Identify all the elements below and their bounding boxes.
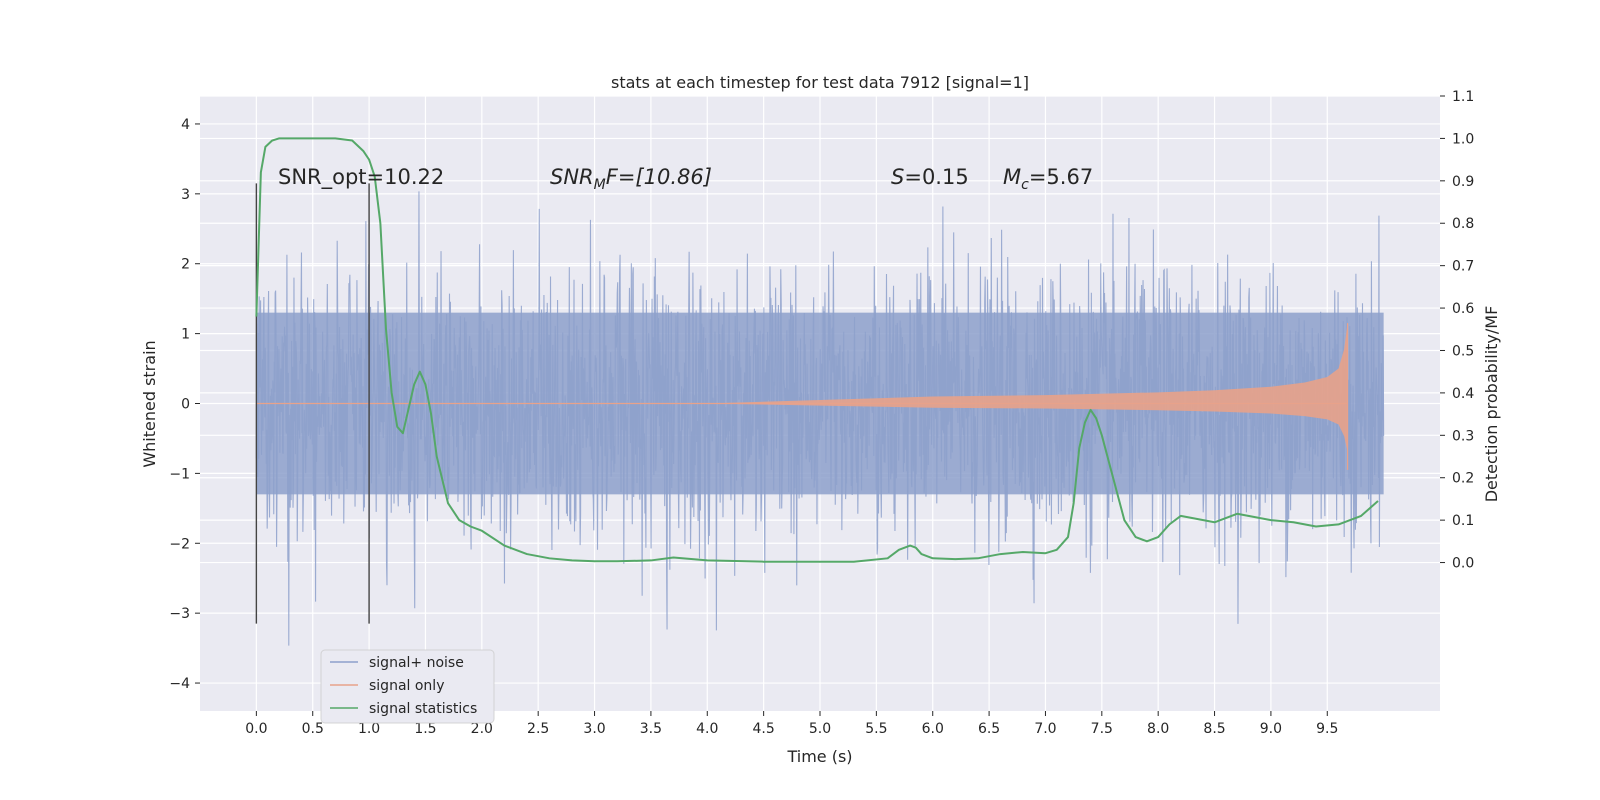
mc-base: M xyxy=(1003,165,1021,189)
legend-label-signal-only: signal only xyxy=(369,678,444,694)
y-right-tick-label-9: 0.2 xyxy=(1452,471,1474,487)
y-right-tick-label-2: 0.9 xyxy=(1452,174,1474,190)
x-tick-label-15: 7.5 xyxy=(1091,721,1113,737)
s-base: S xyxy=(891,165,904,189)
y-tick-label-4: 0 xyxy=(181,397,190,413)
x-tick-label-0: 0.0 xyxy=(245,721,267,737)
y-right-tick-label-10: 0.1 xyxy=(1452,513,1474,529)
snr-mf-sub: M xyxy=(594,177,606,193)
y-right-tick-label-3: 0.8 xyxy=(1452,216,1474,232)
mc-rest: =5.67 xyxy=(1029,165,1093,189)
x-tick-label-19: 9.5 xyxy=(1316,721,1338,737)
y-right-tick-label-11: 0.0 xyxy=(1452,556,1474,572)
y-right-tick-label-7: 0.4 xyxy=(1452,386,1474,402)
y-right-tick-label-8: 0.3 xyxy=(1452,428,1474,444)
series-signal-statistics xyxy=(255,137,1379,563)
x-tick-label-12: 6.0 xyxy=(922,721,944,737)
y-tick-label-3: 1 xyxy=(181,327,190,343)
x-axis-ticks: 0.0 0.5 1.0 1.5 2.0 2.5 3.0 3.5 4.0 4.5 5.0 5.5 6.0 6… xyxy=(245,711,1338,737)
x-tick-label-8: 4.0 xyxy=(696,721,718,737)
y-axis-ticks: 4 3 2 1 0 −1 −2 −3 −4 xyxy=(169,117,200,692)
x-tick-label-2: 1.0 xyxy=(358,721,380,737)
y-right-tick-label-1: 1.0 xyxy=(1452,131,1474,147)
annotation-s: S=0.15 xyxy=(891,165,969,189)
x-axis-label: Time (s) xyxy=(786,747,852,766)
chart-title: stats at each timestep for test data 791… xyxy=(611,73,1029,92)
y-tick-label-6: −2 xyxy=(169,536,190,552)
annotation-snr-mf: SNRMF=[10.86] xyxy=(550,165,712,193)
legend: signal+ noise signal only signal statist… xyxy=(320,649,495,724)
x-tick-label-4: 2.0 xyxy=(471,721,493,737)
x-tick-label-18: 9.0 xyxy=(1260,721,1282,737)
x-tick-label-7: 3.5 xyxy=(640,721,662,737)
y-tick-label-5: −1 xyxy=(169,466,190,482)
y-right-tick-label-4: 0.7 xyxy=(1452,259,1474,275)
x-tick-label-9: 4.5 xyxy=(753,721,775,737)
y-right-tick-label-0: 1.1 xyxy=(1452,89,1474,105)
legend-box xyxy=(320,649,495,724)
y-axis-right-ticks: 1.1 1.0 0.9 0.8 0.7 0.6 0.5 0.4 0.3 0.2 0.1 0.0 xyxy=(1440,89,1474,572)
y-tick-label-1: 3 xyxy=(181,187,190,203)
annotation-snr-opt: SNR_opt=10.22 xyxy=(278,165,444,190)
x-tick-label-1: 0.5 xyxy=(302,721,324,737)
y-axis-label: Whitened strain xyxy=(140,340,159,467)
y-axis-right-label: Detection probability/MF xyxy=(1482,306,1501,503)
series-signal-only xyxy=(256,323,1349,470)
x-tick-label-3: 1.5 xyxy=(414,721,436,737)
x-tick-label-17: 8.5 xyxy=(1203,721,1225,737)
mc-sub: c xyxy=(1021,177,1029,193)
y-tick-label-2: 2 xyxy=(181,257,190,273)
y-right-tick-label-5: 0.6 xyxy=(1452,301,1474,317)
y-tick-label-0: 4 xyxy=(181,117,190,133)
x-tick-label-10: 5.0 xyxy=(809,721,831,737)
y-right-tick-label-6: 0.5 xyxy=(1452,343,1474,359)
snr-mf-base: SNR xyxy=(550,165,594,189)
annotation-mc: Mc=5.67 xyxy=(1003,165,1093,193)
x-tick-label-6: 3.0 xyxy=(583,721,605,737)
signal-statistics-line xyxy=(255,137,1379,563)
y-tick-label-7: −3 xyxy=(169,606,190,622)
y-tick-label-8: −4 xyxy=(169,676,190,692)
vertical-markers xyxy=(255,183,370,624)
annotations: SNR_opt=10.22 SNRMF=[10.86] S=0.15 Mc=5.… xyxy=(278,165,1093,193)
x-tick-label-5: 2.5 xyxy=(527,721,549,737)
x-tick-label-16: 8.0 xyxy=(1147,721,1169,737)
x-tick-label-14: 7.0 xyxy=(1034,721,1056,737)
legend-label-signal-statistics: signal statistics xyxy=(369,701,477,717)
legend-label-signal-noise: signal+ noise xyxy=(369,655,464,671)
x-tick-label-11: 5.5 xyxy=(865,721,887,737)
s-rest: =0.15 xyxy=(904,165,968,189)
snr-mf-rest: F=[10.86] xyxy=(606,165,712,189)
x-tick-label-13: 6.5 xyxy=(978,721,1000,737)
